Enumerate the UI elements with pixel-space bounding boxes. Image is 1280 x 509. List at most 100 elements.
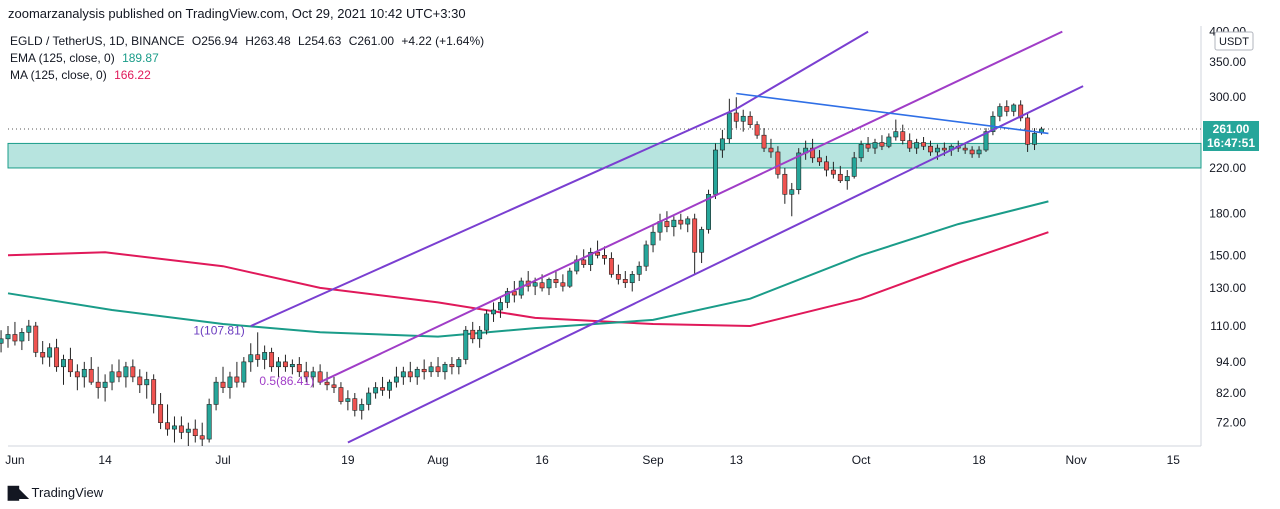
candle	[192, 419, 198, 443]
candle-body	[289, 364, 295, 368]
candle-body	[615, 274, 621, 280]
candle-body	[5, 334, 11, 340]
price-tick-label: 300.00	[1209, 90, 1246, 104]
candle-body	[345, 398, 351, 402]
candle-body	[837, 173, 843, 182]
candle	[976, 146, 982, 158]
legend-ema-row: EMA (125, close, 0) 189.87	[10, 51, 159, 65]
candle	[643, 240, 649, 272]
candle	[650, 224, 656, 253]
candle-body	[241, 361, 247, 383]
candle	[740, 109, 746, 132]
candle-body	[567, 270, 573, 287]
candle-body	[393, 376, 399, 383]
candle	[19, 328, 25, 351]
legend-symbol-row: EGLD / TetherUS, 1D, BINANCE O256.94 H26…	[10, 34, 484, 48]
candle-body	[622, 279, 628, 284]
candle	[719, 129, 725, 158]
candle	[491, 302, 496, 322]
candle-body	[740, 115, 746, 122]
candle	[67, 347, 73, 377]
candle	[775, 146, 781, 179]
candle-body	[199, 435, 205, 440]
candle	[387, 379, 392, 399]
candle-body	[650, 231, 656, 246]
last-price-value: 261.00	[1213, 122, 1250, 136]
candle	[858, 140, 864, 162]
candle-body	[12, 334, 18, 342]
candle	[276, 357, 281, 377]
candle	[414, 366, 420, 385]
candle	[477, 326, 483, 348]
candle	[595, 240, 601, 259]
candle	[602, 246, 607, 265]
candle	[373, 382, 379, 399]
support-zone	[7, 142, 1202, 169]
candlestick-chart[interactable]: 1(107.81)0.5(86.41)400.00350.00300.00260…	[0, 25, 1280, 496]
candle-body	[768, 147, 774, 153]
candle	[699, 226, 705, 264]
candle-body	[1018, 104, 1024, 119]
legend-close-label: C	[348, 34, 358, 48]
candle-body	[879, 142, 885, 147]
candle	[400, 366, 406, 385]
candle	[969, 146, 975, 158]
candle-body	[643, 244, 649, 267]
candle	[844, 170, 850, 190]
time-tick-label: Jul	[215, 453, 230, 467]
candle	[5, 326, 11, 348]
candle-body	[678, 219, 684, 225]
candle	[109, 364, 115, 391]
candle-body	[19, 332, 25, 342]
candle	[54, 338, 60, 372]
fib-level-05-label: 0.5(86.41)	[259, 374, 314, 388]
candle	[879, 135, 885, 151]
candle-body	[456, 359, 462, 368]
price-tick-label: 150.00	[1209, 248, 1246, 262]
currency-label: USDT	[1219, 36, 1249, 48]
candle	[588, 247, 594, 272]
legend-ema-label: EMA (125, close, 0)	[10, 51, 115, 65]
candle-body	[470, 329, 476, 340]
candle-body	[449, 364, 455, 368]
candle	[498, 296, 503, 318]
time-tick-label: 15	[1167, 453, 1181, 467]
candle-body	[206, 404, 212, 440]
candle-body	[997, 106, 1003, 117]
candle-body	[969, 149, 975, 155]
time-tick-label: Jun	[5, 453, 24, 467]
candle	[782, 167, 788, 204]
candle	[706, 189, 711, 234]
time-tick-label: 13	[730, 453, 744, 467]
candle	[130, 359, 136, 383]
candle	[282, 354, 288, 372]
candle-body	[976, 149, 982, 155]
candle-body	[491, 309, 496, 315]
candle-body	[983, 131, 989, 151]
candle-body	[844, 176, 850, 182]
candle-body	[331, 384, 337, 388]
candle	[1011, 103, 1017, 117]
legend-close: 261.00	[357, 34, 395, 48]
last-price-badge	[1203, 120, 1259, 151]
candle	[220, 366, 226, 394]
candle	[470, 321, 476, 344]
candle	[442, 361, 448, 380]
candle-body	[817, 157, 822, 163]
candle-body	[504, 291, 510, 303]
candle-body	[962, 147, 968, 151]
candle	[310, 366, 316, 388]
candle-body	[477, 329, 483, 340]
candle	[830, 161, 836, 179]
candle-body	[303, 371, 309, 378]
candle-body	[123, 366, 129, 378]
chart-area[interactable]: 1(107.81)0.5(86.41)400.00350.00300.00260…	[0, 25, 1280, 496]
candle-body	[858, 144, 864, 159]
candle	[817, 150, 822, 166]
candle-body	[865, 144, 871, 149]
candle	[144, 371, 150, 399]
candle	[1018, 100, 1024, 122]
candle-body	[699, 229, 705, 253]
candle	[733, 97, 739, 129]
candle-body	[713, 149, 718, 195]
